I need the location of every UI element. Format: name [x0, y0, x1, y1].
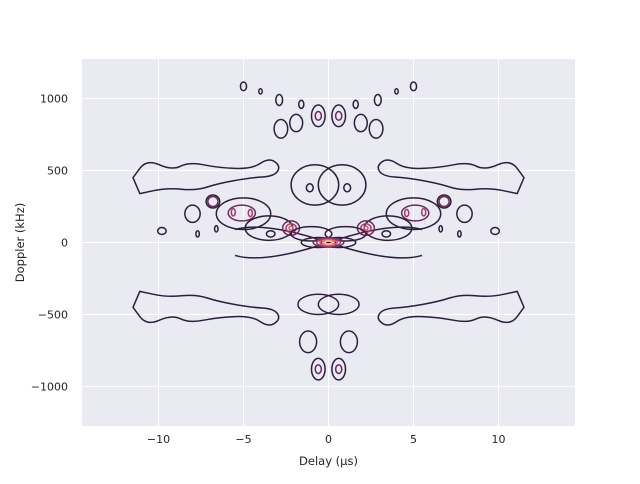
- contour-ring: [456, 204, 473, 224]
- contour-ring: [239, 81, 248, 92]
- contour-ring: [339, 330, 359, 354]
- contour-ring: [215, 197, 272, 231]
- contour-ring: [368, 118, 384, 139]
- contour-ring: [317, 293, 360, 316]
- contour-ring: [298, 99, 305, 110]
- x-tick-label: 10: [492, 433, 506, 446]
- contour-ring: [320, 236, 357, 249]
- x-tick-labels: −10 −5 0 5 10: [147, 433, 506, 446]
- contour-ring: [156, 226, 167, 236]
- contour-ring: [409, 81, 418, 92]
- contour-ring: [420, 207, 427, 217]
- x-tick-label: 5: [410, 433, 417, 446]
- y-tick-label: −500: [38, 308, 68, 321]
- contour-ring: [315, 238, 342, 247]
- contour-ring: [265, 229, 276, 238]
- contour-ring: [300, 236, 337, 249]
- contour-ring: [312, 237, 345, 248]
- y-tick-label: 0: [61, 237, 68, 250]
- contour-ring: [314, 364, 323, 375]
- contour-outline: [377, 290, 525, 326]
- contour-outline: [132, 290, 280, 326]
- contour-ridge: [328, 241, 423, 259]
- contour-ring: [247, 208, 254, 218]
- contour-ring: [298, 330, 318, 354]
- x-tick-label: −5: [235, 433, 251, 446]
- x-tick-label: 0: [325, 433, 332, 446]
- contour-ring: [213, 224, 219, 233]
- contour-ring: [343, 183, 352, 193]
- contour-ring: [438, 195, 450, 208]
- y-axis-label: Doppler (kHz): [13, 203, 27, 282]
- contour-lines: [132, 81, 525, 381]
- contour-ring: [334, 110, 343, 121]
- contour-ring: [227, 204, 257, 222]
- contour-ring: [230, 207, 237, 217]
- contour-ring: [305, 183, 314, 193]
- contour-ring: [290, 164, 340, 206]
- contour-ring: [324, 225, 367, 242]
- contour-ring: [290, 225, 333, 242]
- contour-ring: [207, 195, 219, 208]
- contour-ridge: [234, 241, 329, 259]
- contour-ring: [373, 93, 382, 107]
- contour-outline: [377, 159, 525, 195]
- contour-ring: [324, 240, 333, 245]
- contour-ring: [184, 204, 201, 224]
- contour-ring: [436, 194, 452, 209]
- contour-ring: [456, 229, 462, 238]
- contour-ring: [258, 88, 263, 95]
- contour-ring: [400, 204, 430, 222]
- contour-ring: [352, 99, 360, 110]
- contour-ring: [334, 364, 343, 375]
- contour-ring: [438, 224, 444, 233]
- y-tick-labels: −1000 −500 0 500 1000: [31, 93, 68, 394]
- contour-ring: [363, 225, 369, 231]
- contour-ring: [331, 104, 347, 128]
- contour-ring: [310, 104, 326, 128]
- contour-ring: [275, 93, 284, 107]
- contour-ring: [381, 229, 392, 238]
- contour-ring: [353, 113, 369, 133]
- contour-ring: [490, 226, 501, 236]
- contour-ring: [288, 113, 304, 133]
- contour-ring: [195, 229, 201, 238]
- contour-ring: [385, 197, 442, 231]
- contour-ring: [273, 118, 289, 139]
- contour-ring: [331, 357, 347, 381]
- contour-ring: [314, 110, 323, 121]
- contour-ring: [310, 357, 326, 381]
- y-tick-label: 500: [47, 165, 68, 178]
- contour-ring: [403, 208, 410, 218]
- contour-ring: [205, 194, 221, 209]
- y-tick-label: −1000: [31, 380, 68, 393]
- contour-ring: [288, 225, 294, 231]
- y-tick-label: 1000: [40, 93, 68, 106]
- contour-outline: [132, 159, 280, 195]
- x-tick-label: −10: [147, 433, 170, 446]
- contour-ring: [297, 293, 340, 316]
- contour-ridge: [328, 226, 423, 244]
- contour-ring: [317, 164, 367, 206]
- contour-ridge: [234, 226, 329, 244]
- x-axis-label: Delay (µs): [299, 454, 358, 468]
- contour-ring: [394, 88, 399, 95]
